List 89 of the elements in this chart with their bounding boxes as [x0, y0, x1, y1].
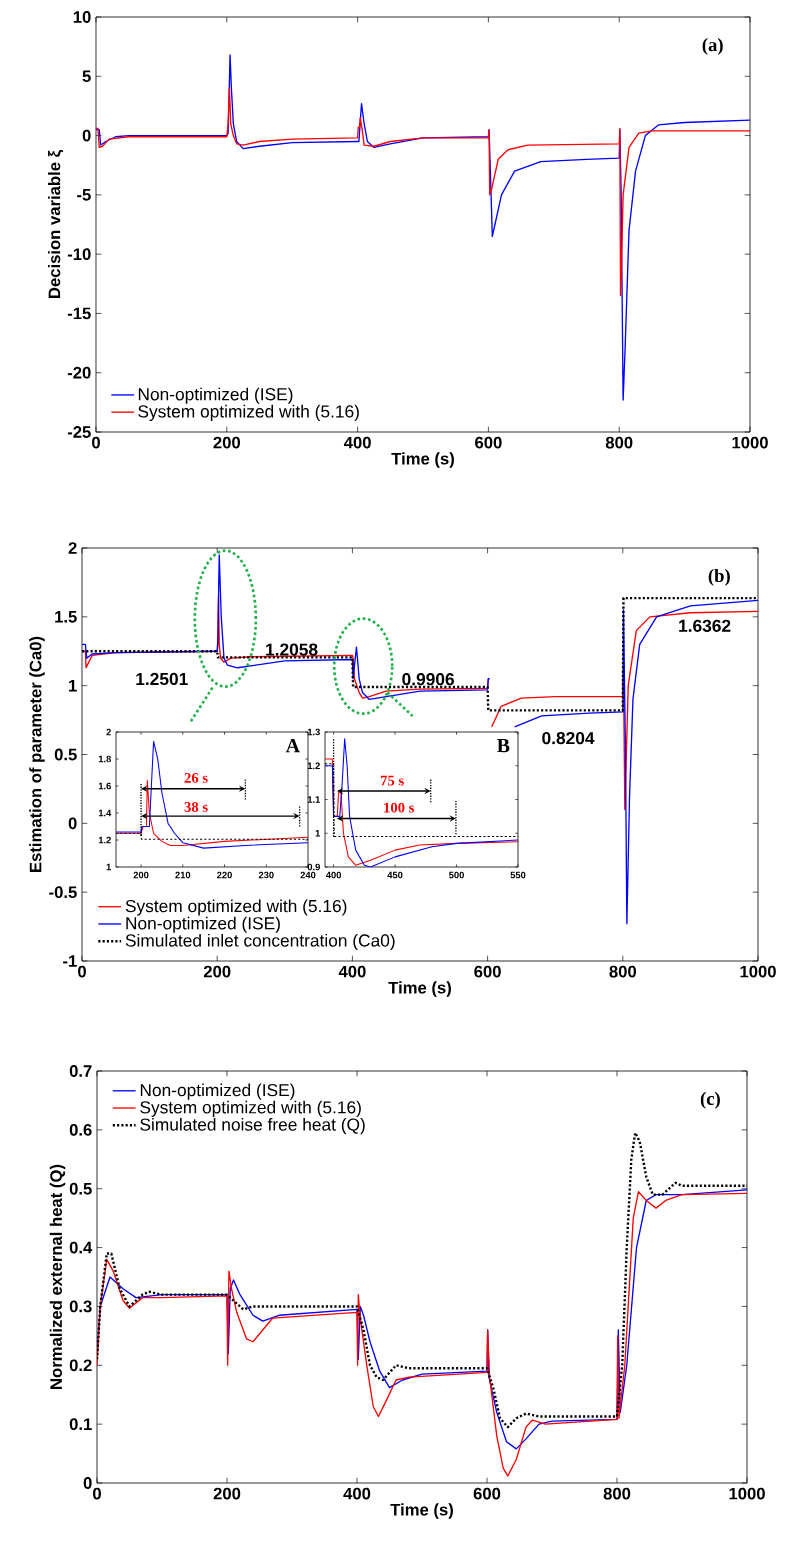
annotation: 1.2501 — [136, 672, 188, 686]
y-tick-label: 0.5 — [54, 748, 77, 761]
x-tick-label: 210 — [175, 871, 191, 879]
y-tick-label: 2 — [68, 542, 77, 554]
y-tick-label: 0.6 — [69, 1123, 92, 1136]
annotation: (c) — [700, 1091, 720, 1109]
x-tick-label: 200 — [133, 871, 149, 879]
x-tick-label: 600 — [473, 1487, 501, 1500]
annotation: (a) — [702, 38, 723, 55]
annotation: 1.2058 — [266, 643, 318, 656]
legend-label: System optimized with (5.16) — [138, 404, 359, 422]
y-tick-label: 1.5 — [55, 611, 77, 623]
y-tick-label: 1.2 — [98, 836, 111, 844]
y-tick-label: 10 — [73, 11, 91, 23]
x-tick-label: 600 — [474, 965, 501, 978]
y-tick-label: 1.2 — [307, 762, 320, 770]
line-series — [116, 740, 308, 849]
x-tick-label: 400 — [338, 965, 366, 978]
y-tick-label: 0 — [68, 817, 77, 830]
line-series — [96, 87, 751, 297]
legend-label: System optimized with (5.16) — [140, 1100, 361, 1117]
y-tick-label: 0.1 — [69, 1418, 92, 1431]
y-tick-label: 0 — [83, 1477, 92, 1489]
y-tick-label: -5 — [77, 189, 91, 201]
x-tick-label: 800 — [605, 436, 633, 449]
x-tick-label: 800 — [603, 1487, 631, 1500]
annotation: 38 s — [184, 802, 208, 812]
x-tick-label: 1000 — [729, 1487, 765, 1500]
x-tick-label: 800 — [609, 965, 637, 978]
x-tick-label: 1000 — [740, 965, 776, 978]
y-tick-label: 5 — [82, 70, 91, 83]
legend-label: Non-optimized (ISE) — [140, 1083, 295, 1100]
y-tick-label: -1 — [63, 955, 77, 967]
x-tick-label: 600 — [475, 436, 502, 449]
annotation: 1.6362 — [679, 619, 731, 632]
y-tick-label: 1.3 — [307, 728, 320, 736]
y-axis-title: Decision variable ξ — [48, 149, 64, 298]
y-tick-label: -10 — [67, 248, 91, 261]
y-tick-label: 1.6 — [98, 782, 111, 790]
y-tick-label: 0 — [82, 129, 91, 142]
y-axis-title: Estimation of parameter (Ca0) — [29, 636, 45, 872]
y-tick-label: 1.4 — [98, 809, 112, 817]
y-tick-label: 0.9 — [307, 863, 320, 871]
annotation: A — [285, 739, 300, 753]
line-series — [325, 738, 518, 867]
annotation: 26 s — [184, 772, 208, 783]
annotation: (b) — [708, 568, 730, 586]
annotation: 75 s — [380, 775, 404, 786]
y-tick-label: 1 — [69, 679, 77, 692]
y-tick-label: 1 — [106, 863, 112, 871]
y-tick-label: 0.4 — [69, 1241, 93, 1254]
y-tick-label: -15 — [67, 307, 91, 320]
y-tick-label: 1.8 — [98, 755, 111, 763]
legend-label: Simulated noise free heat (Q) — [140, 1117, 365, 1135]
x-axis-title: Time (s) — [390, 1503, 453, 1519]
x-tick-label: 500 — [449, 871, 464, 879]
x-tick-label: 400 — [343, 436, 371, 449]
x-tick-label: 220 — [217, 871, 232, 879]
x-tick-label: 200 — [213, 436, 241, 449]
legend-label: System optimized with (5.16) — [125, 899, 347, 916]
y-tick-label: 1.1 — [307, 796, 321, 803]
annotation: 100 s — [384, 802, 415, 813]
x-tick-label: 240 — [300, 871, 316, 879]
y-tick-label: -25 — [67, 426, 91, 438]
x-tick-label: 400 — [343, 1487, 371, 1500]
annotation: 0.9906 — [402, 673, 454, 686]
x-tick-label: 400 — [325, 871, 342, 879]
y-tick-label: -20 — [67, 366, 91, 379]
y-tick-label: 0.7 — [69, 1065, 92, 1077]
annotation: B — [497, 739, 510, 753]
y-tick-label: -0.5 — [49, 886, 77, 899]
x-axis-title: Time (s) — [388, 981, 451, 997]
y-tick-label: 1 — [315, 830, 321, 837]
x-axis-title: Time (s) — [391, 452, 454, 468]
y-axis-title: Normalized external heat (Q) — [49, 1164, 66, 1389]
x-tick-label: 550 — [510, 871, 526, 879]
annotation: 0.8204 — [542, 731, 595, 745]
legend-label: Non-optimized (ISE) — [138, 387, 293, 404]
y-tick-label: 0.2 — [69, 1359, 92, 1372]
y-tick-label: 2 — [106, 728, 111, 736]
y-tick-label: 0.3 — [69, 1300, 92, 1313]
x-tick-label: 230 — [258, 871, 274, 879]
x-tick-label: 200 — [203, 965, 231, 978]
x-tick-label: 1000 — [732, 436, 768, 449]
y-tick-label: 0.5 — [69, 1182, 92, 1195]
legend-label: Simulated inlet concentration (Ca0) — [125, 933, 395, 951]
legend-label: Non-optimized (ISE) — [126, 916, 280, 933]
x-tick-label: 200 — [213, 1487, 241, 1500]
x-tick-label: 450 — [387, 871, 403, 879]
